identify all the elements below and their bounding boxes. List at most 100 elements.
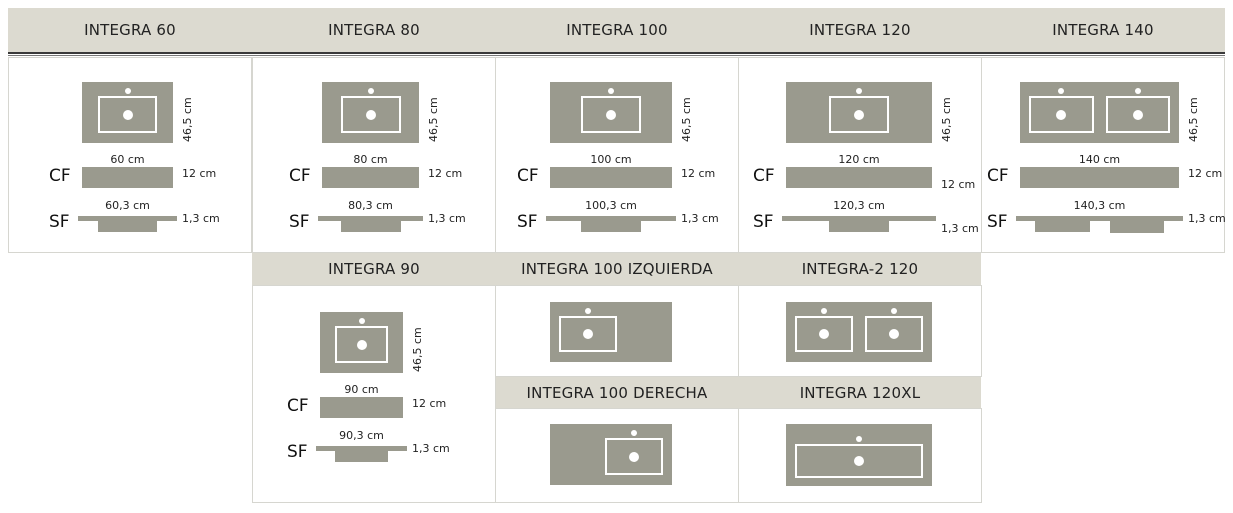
cf-width-label: 90 cm xyxy=(344,383,379,396)
drain-icon xyxy=(122,109,133,120)
sf-height-label: 1,3 cm xyxy=(412,442,450,455)
sf-width-label: 80,3 cm xyxy=(348,199,393,212)
cf-height-label: 12 cm xyxy=(1188,167,1223,180)
drain-icon xyxy=(629,451,639,462)
sf-label: SF xyxy=(287,442,308,462)
product-header: INTEGRA 60 xyxy=(84,21,176,39)
basin-outline xyxy=(97,96,158,133)
cf-width-label: 140 cm xyxy=(1078,153,1121,166)
cf-width-label: 80 cm xyxy=(353,153,388,166)
depth-label: 46,5 cm xyxy=(680,97,693,142)
basin-outline xyxy=(865,316,923,352)
cf-width-label: 60 cm xyxy=(110,153,145,166)
tap-hole-icon xyxy=(124,88,131,94)
sf-bowl xyxy=(581,221,641,232)
sf-height-label: 1,3 cm xyxy=(428,212,466,225)
basin-outline xyxy=(829,96,889,133)
drain-icon xyxy=(583,329,593,339)
tap-hole-icon xyxy=(1058,88,1065,94)
basin-outline xyxy=(1029,96,1094,133)
cf-profile xyxy=(1020,167,1179,188)
sf-bowl xyxy=(829,221,889,232)
drain-icon xyxy=(1056,109,1067,120)
drain-icon xyxy=(606,109,616,120)
countertop-plan xyxy=(786,302,932,362)
tap-hole-icon xyxy=(585,308,591,314)
sf-label: SF xyxy=(49,212,70,232)
sf-profile xyxy=(318,216,423,221)
cf-height-label: 12 cm xyxy=(412,397,447,410)
sf-width-label: 140,3 cm xyxy=(1073,199,1126,212)
sf-profile xyxy=(78,216,177,221)
sf-height-label: 1,3 cm xyxy=(941,222,979,235)
countertop-plan xyxy=(786,424,932,486)
depth-label: 46,5 cm xyxy=(1187,97,1200,142)
cf-profile xyxy=(786,167,932,188)
sf-bowl xyxy=(1109,221,1164,233)
product-header: INTEGRA 100 IZQUIERDA xyxy=(521,260,713,278)
tap-hole-icon xyxy=(891,308,897,314)
cf-label: CF xyxy=(753,166,775,186)
tap-hole-icon xyxy=(631,430,637,436)
depth-label: 46,5 cm xyxy=(427,97,440,142)
sf-height-label: 1,3 cm xyxy=(182,212,220,225)
tap-hole-icon xyxy=(608,88,614,94)
depth-label: 46,5 cm xyxy=(181,97,194,142)
drain-icon xyxy=(889,329,899,339)
sf-bowl xyxy=(340,221,401,232)
cf-height-label: 12 cm xyxy=(182,167,217,180)
sf-width-label: 60,3 cm xyxy=(105,199,150,212)
product-header: INTEGRA 140 xyxy=(1052,21,1154,39)
sf-bowl xyxy=(97,221,158,232)
tap-hole-icon xyxy=(367,88,374,94)
top-header-band xyxy=(8,8,1225,52)
sf-label: SF xyxy=(753,212,774,232)
tap-hole-icon xyxy=(856,436,862,442)
cf-profile xyxy=(550,167,672,188)
tap-hole-icon xyxy=(1134,88,1141,94)
tap-hole-icon xyxy=(856,88,862,94)
drain-icon xyxy=(356,339,367,350)
header-divider-thin xyxy=(8,55,1225,56)
product-header: INTEGRA 120 xyxy=(809,21,911,39)
cf-width-label: 120 cm xyxy=(838,153,880,166)
basin-outline xyxy=(340,96,401,133)
sf-bowl xyxy=(334,451,389,462)
cf-height-label: 12 cm xyxy=(428,167,463,180)
sf-bowl xyxy=(1035,221,1090,232)
sf-width-label: 100,3 cm xyxy=(585,199,637,212)
cf-label: CF xyxy=(289,166,311,186)
sf-label: SF xyxy=(517,212,538,232)
basin-outline xyxy=(559,316,617,352)
cf-label: CF xyxy=(287,396,309,416)
tap-hole-icon xyxy=(821,308,827,314)
sf-height-label: 1,3 cm xyxy=(1188,212,1226,225)
basin-outline xyxy=(795,444,923,478)
cf-height-label: 12 cm xyxy=(681,167,716,180)
sf-profile xyxy=(546,216,676,221)
sf-profile xyxy=(316,446,407,451)
depth-label: 46,5 cm xyxy=(940,97,953,142)
cf-height-label: 12 cm xyxy=(941,178,976,191)
cf-label: CF xyxy=(517,166,539,186)
cf-profile xyxy=(322,167,419,188)
product-header: INTEGRA 90 xyxy=(328,260,420,278)
sf-profile xyxy=(1016,216,1183,221)
drain-icon xyxy=(854,456,864,466)
drain-icon xyxy=(1132,109,1143,120)
drain-icon xyxy=(854,109,864,120)
basin-outline xyxy=(605,438,663,475)
product-header: INTEGRA 80 xyxy=(328,21,420,39)
basin-outline xyxy=(334,326,389,363)
cf-label: CF xyxy=(49,166,71,186)
cf-width-label: 100 cm xyxy=(590,153,632,166)
sf-label: SF xyxy=(987,212,1008,232)
header-divider xyxy=(8,52,1225,54)
depth-label: 46,5 cm xyxy=(411,327,424,372)
header-band xyxy=(495,377,981,408)
cf-profile xyxy=(82,167,173,188)
basin-outline xyxy=(581,96,641,133)
product-header: INTEGRA-2 120 xyxy=(801,260,919,278)
product-header: INTEGRA 100 DERECHA xyxy=(526,383,708,402)
countertop-plan xyxy=(550,302,672,362)
